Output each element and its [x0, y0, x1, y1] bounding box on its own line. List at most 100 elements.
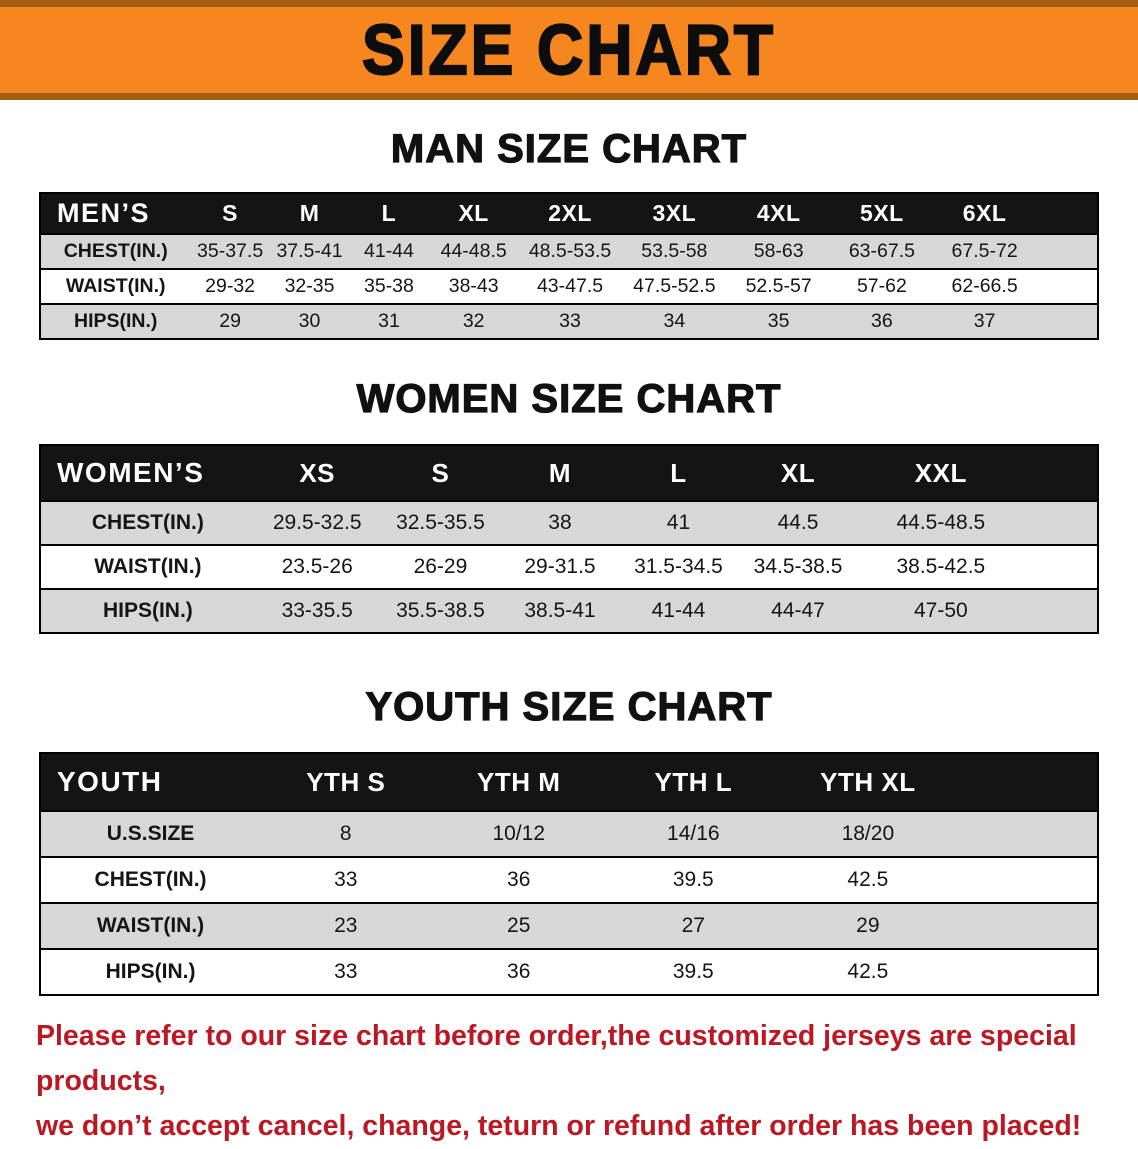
cell: 41-44 — [349, 233, 429, 269]
cell: 31 — [349, 303, 429, 339]
cell: 34 — [621, 303, 728, 339]
table-row: HIPS(IN.) 33 36 39.5 42.5 — [40, 948, 1098, 995]
cell: 44.5 — [738, 500, 858, 545]
cell: 33 — [260, 948, 432, 995]
column-header: YTH XL — [780, 753, 956, 811]
cell: 8 — [260, 810, 432, 857]
cell: 37.5-41 — [269, 233, 350, 269]
row-label: CHEST(IN.) — [40, 856, 261, 903]
cell-filler — [1035, 233, 1098, 269]
cell-filler — [955, 902, 1098, 949]
cell: 27 — [606, 902, 781, 949]
cell: 29 — [190, 303, 270, 339]
column-header: 3XL — [621, 193, 728, 234]
cell: 31.5-34.5 — [618, 544, 739, 589]
size-table-women: WOMEN’S XS S M L XL XXL CHEST(IN.) 29.5-32.5 32.5… — [39, 444, 1099, 634]
cell: 34.5-38.5 — [738, 544, 858, 589]
column-header: M — [501, 445, 619, 501]
cell: 36 — [431, 856, 607, 903]
cell: 38-43 — [428, 268, 519, 304]
column-header: YTH L — [606, 753, 781, 811]
column-header: XS — [254, 445, 380, 501]
column-header: XL — [428, 193, 519, 234]
cell: 35-38 — [349, 268, 429, 304]
table-corner-label: YOUTH — [40, 753, 261, 811]
column-header: S — [379, 445, 502, 501]
table-row: U.S.SIZE 8 10/12 14/16 18/20 — [40, 810, 1098, 857]
cell: 43-47.5 — [518, 268, 622, 304]
section-heading-men: MAN SIZE CHART — [390, 126, 748, 171]
cell: 48.5-53.5 — [518, 233, 622, 269]
cell: 32-35 — [269, 268, 350, 304]
row-label: WAIST(IN.) — [40, 268, 191, 304]
cell-filler — [1023, 500, 1098, 545]
size-table-youth: YOUTH YTH S YTH M YTH L YTH XL U.S.SIZE 8 10/12… — [39, 752, 1099, 996]
section-heading-women: WOMEN SIZE CHART — [356, 376, 782, 421]
cell: 38 — [501, 500, 619, 545]
cell: 47.5-52.5 — [621, 268, 728, 304]
column-header-filler — [1035, 193, 1098, 234]
cell: 41-44 — [618, 588, 739, 633]
cell: 47-50 — [857, 588, 1024, 633]
cell: 63-67.5 — [830, 233, 934, 269]
size-table-men: MEN’S S M L XL 2XL 3XL 4XL 5XL 6XL CHEST(IN.) 35-37… — [39, 192, 1099, 340]
section-women: WOMEN SIZE CHART WOMEN’S XS S M L XL XXL CHEST(I… — [0, 376, 1138, 634]
column-header: XXL — [857, 445, 1024, 501]
cell: 33 — [518, 303, 622, 339]
row-label: WAIST(IN.) — [40, 544, 255, 589]
disclaimer-line-2: we don’t accept cancel, change, teturn o… — [36, 1110, 1082, 1143]
cell: 36 — [830, 303, 934, 339]
cell: 32 — [428, 303, 519, 339]
column-header: M — [269, 193, 350, 234]
table-header-row: MEN’S S M L XL 2XL 3XL 4XL 5XL 6XL — [40, 193, 1098, 234]
table-row: CHEST(IN.) 33 36 39.5 42.5 — [40, 856, 1098, 903]
cell-filler — [1023, 544, 1098, 589]
row-label: HIPS(IN.) — [40, 303, 191, 339]
cell: 36 — [431, 948, 607, 995]
cell: 42.5 — [780, 856, 956, 903]
section-men: MAN SIZE CHART MEN’S S M L XL 2XL 3XL 4XL 5XL 6XL C… — [0, 126, 1138, 340]
table-corner-label: WOMEN’S — [40, 445, 255, 501]
table-row: WAIST(IN.) 23.5-26 26-29 29-31.5 31.5-34.5 34… — [40, 544, 1098, 589]
page-title: SIZE CHART — [361, 10, 776, 90]
section-heading-youth: YOUTH SIZE CHART — [365, 684, 773, 729]
row-label: WAIST(IN.) — [40, 902, 261, 949]
cell: 29-31.5 — [501, 544, 619, 589]
column-header-filler — [1023, 445, 1098, 501]
cell: 25 — [431, 902, 607, 949]
column-header: YTH M — [431, 753, 607, 811]
column-header: 4XL — [727, 193, 831, 234]
table-header-row: YOUTH YTH S YTH M YTH L YTH XL — [40, 753, 1098, 811]
row-label: CHEST(IN.) — [40, 233, 191, 269]
column-header: S — [190, 193, 270, 234]
cell: 38.5-42.5 — [857, 544, 1024, 589]
row-label: HIPS(IN.) — [40, 948, 261, 995]
column-header: 2XL — [518, 193, 622, 234]
cell: 39.5 — [606, 948, 781, 995]
cell: 67.5-72 — [933, 233, 1036, 269]
cell: 35.5-38.5 — [379, 588, 502, 633]
column-header: L — [618, 445, 739, 501]
banner: SIZE CHART — [0, 0, 1138, 100]
cell: 52.5-57 — [727, 268, 831, 304]
cell: 30 — [269, 303, 350, 339]
cell-filler — [955, 810, 1098, 857]
section-youth: YOUTH SIZE CHART YOUTH YTH S YTH M YTH L YTH … — [0, 684, 1138, 996]
column-header-filler — [955, 753, 1098, 811]
column-header: YTH S — [260, 753, 432, 811]
size-chart-sections: MAN SIZE CHART MEN’S S M L XL 2XL 3XL 4XL 5XL 6XL C… — [0, 126, 1138, 996]
cell: 58-63 — [727, 233, 831, 269]
table-row: HIPS(IN.) 29 30 31 32 33 34 35 36 37 — [40, 303, 1098, 339]
cell: 39.5 — [606, 856, 781, 903]
disclaimer-line-1: Please refer to our size chart before or… — [36, 1020, 1077, 1098]
cell: 33-35.5 — [254, 588, 380, 633]
table-row: CHEST(IN.) 35-37.5 37.5-41 41-44 44-48.5 48.5… — [40, 233, 1098, 269]
cell: 29 — [780, 902, 956, 949]
cell: 26-29 — [379, 544, 502, 589]
cell: 62-66.5 — [933, 268, 1036, 304]
table-row: CHEST(IN.) 29.5-32.5 32.5-35.5 38 41 44.5 44.5… — [40, 500, 1098, 545]
disclaimer: Please refer to our size chart before or… — [36, 1014, 1102, 1149]
cell: 23 — [260, 902, 432, 949]
table-row: WAIST(IN.) 29-32 32-35 35-38 38-43 43-47.5 47.… — [40, 268, 1098, 304]
